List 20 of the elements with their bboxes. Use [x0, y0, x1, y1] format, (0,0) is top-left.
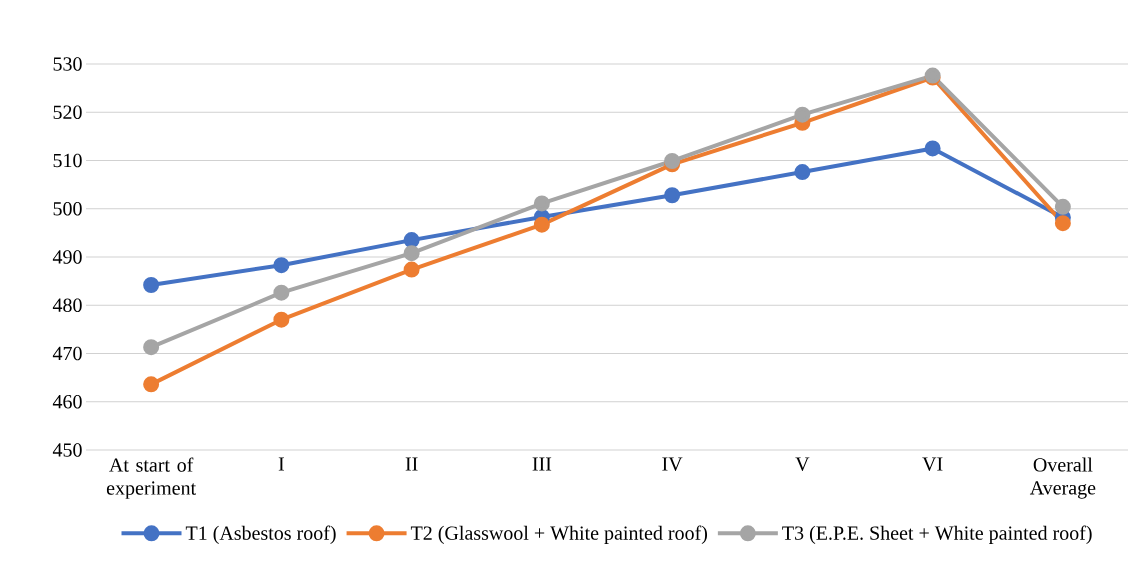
x-tick-label: At start of experiment [106, 457, 197, 499]
x-tick-label: III [532, 457, 552, 471]
x-tick-label: V [795, 457, 810, 471]
y-tick-label: 460 [52, 394, 82, 409]
y-tick-label: 500 [53, 202, 82, 216]
x-tick-label: I [278, 457, 285, 471]
x-tick-label: IV [662, 457, 683, 471]
y-tick-label: 480 [52, 298, 82, 312]
y-tick-label: 510 [53, 153, 82, 168]
x-tick-label: Overall Average [1029, 457, 1096, 499]
legend-label: T3 (E.P.E. Sheet + White painted roof) [782, 525, 1092, 544]
x-tick-label: VI [922, 457, 943, 471]
y-tick-label: 490 [52, 250, 82, 264]
y-tick-label: 470 [52, 346, 82, 361]
legend-label: T2 (Glasswool + White painted roof) [410, 525, 708, 544]
y-tick-label: 450 [52, 443, 82, 457]
x-tick-label: II [405, 457, 418, 471]
legend-label: T1 (Asbestos roof) [185, 525, 336, 544]
y-tick-label: 520 [53, 105, 82, 119]
y-tick-label: 530 [53, 57, 82, 71]
